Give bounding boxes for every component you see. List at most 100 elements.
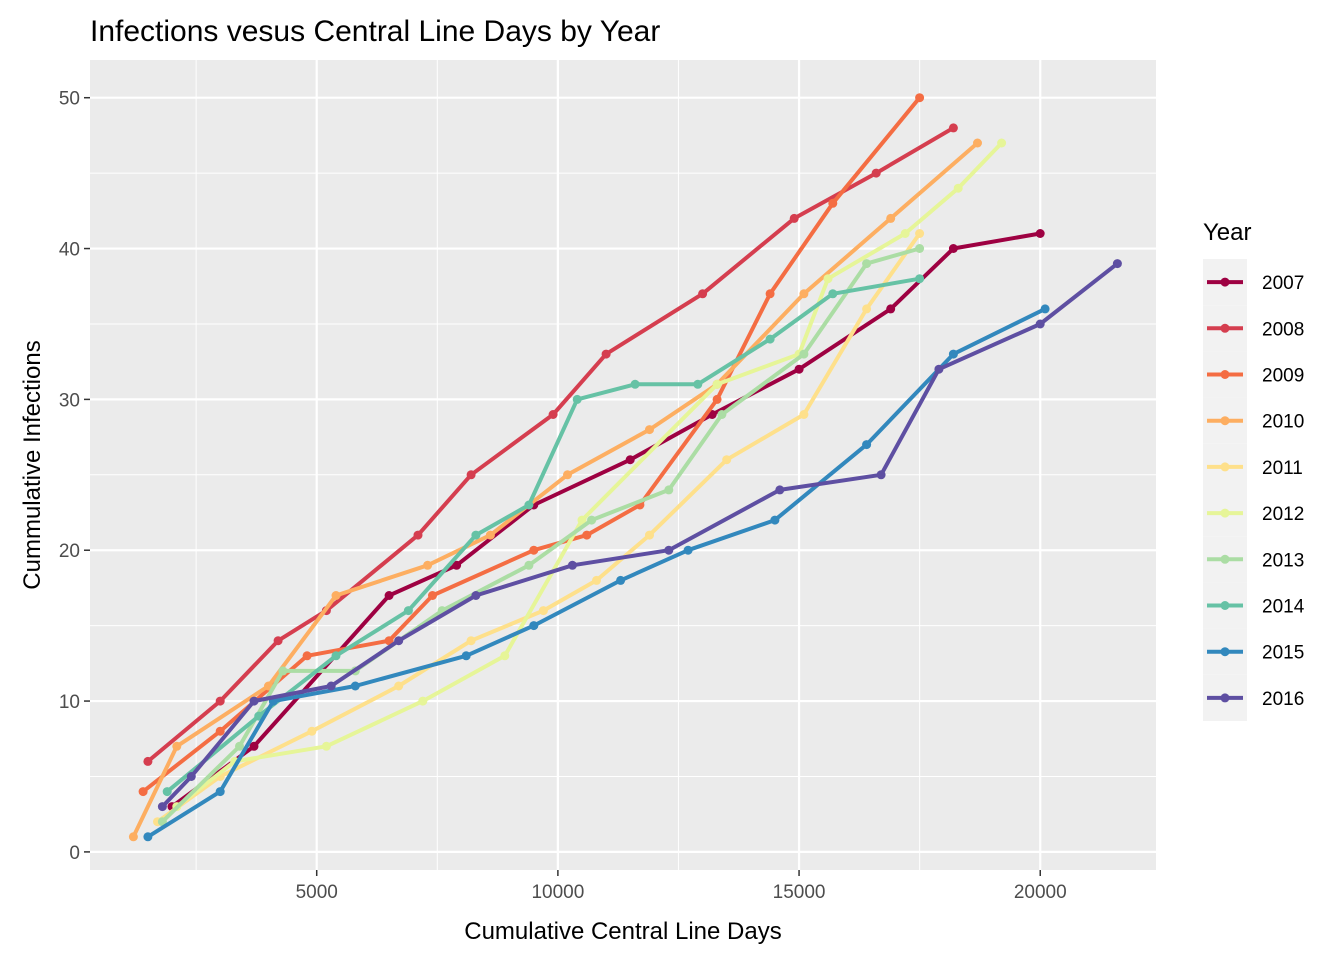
legend-item-2013: 2013 xyxy=(1203,536,1304,583)
series-2014 xyxy=(162,274,925,797)
legend-key-point xyxy=(1220,554,1230,564)
legend-label: 2014 xyxy=(1262,597,1305,618)
series-2012 xyxy=(172,138,1007,812)
data-point-2008 xyxy=(601,349,611,359)
legend-key-point xyxy=(1220,416,1230,426)
data-point-2012 xyxy=(823,274,833,284)
data-point-2015 xyxy=(683,545,693,555)
legend-item-2010: 2010 xyxy=(1203,397,1304,444)
data-point-2008 xyxy=(789,213,799,223)
data-point-2015 xyxy=(1040,304,1050,314)
data-point-2016 xyxy=(157,802,167,812)
data-point-2011 xyxy=(307,726,317,736)
data-point-2014 xyxy=(471,530,481,540)
legend-label: 2015 xyxy=(1262,643,1304,664)
data-point-2009 xyxy=(384,636,394,646)
data-point-2012 xyxy=(577,515,587,525)
x-tick-label: 10000 xyxy=(531,882,584,903)
data-point-2011 xyxy=(645,530,654,540)
data-point-2015 xyxy=(770,515,780,525)
data-point-2008 xyxy=(143,756,153,766)
data-point-2009 xyxy=(529,545,539,555)
data-point-2008 xyxy=(466,470,476,480)
data-point-2010 xyxy=(423,560,433,570)
data-point-2012 xyxy=(900,229,910,238)
data-point-2014 xyxy=(162,787,172,797)
legend-key-point xyxy=(1220,601,1230,610)
legend-item-2011: 2011 xyxy=(1203,443,1303,490)
data-point-2016 xyxy=(1112,259,1122,269)
x-axis-title: Cumulative Central Line Days xyxy=(464,918,781,945)
data-point-2009 xyxy=(428,591,437,600)
data-point-2009 xyxy=(215,726,225,736)
data-point-2008 xyxy=(273,636,283,646)
legend-item-2016: 2016 xyxy=(1203,674,1304,721)
data-point-2010 xyxy=(331,591,341,600)
data-point-2012 xyxy=(321,741,331,751)
data-point-2008 xyxy=(871,168,881,178)
data-point-2009 xyxy=(765,289,775,299)
series-line-2008 xyxy=(146,126,955,763)
data-point-2008 xyxy=(548,410,558,419)
legend-key-point xyxy=(1220,462,1230,472)
legend-label: 2016 xyxy=(1262,689,1304,710)
data-point-2011 xyxy=(862,304,872,314)
data-point-2014 xyxy=(915,274,925,284)
data-point-2014 xyxy=(403,606,413,616)
data-point-2016 xyxy=(186,772,196,781)
legend-item-2009: 2009 xyxy=(1203,351,1304,398)
data-point-2009 xyxy=(138,787,148,797)
data-point-2016 xyxy=(471,591,481,600)
data-point-2016 xyxy=(664,545,674,555)
legend-item-2008: 2008 xyxy=(1203,305,1304,352)
legend-item-2014: 2014 xyxy=(1203,582,1305,629)
data-point-2015 xyxy=(215,787,225,797)
data-point-2013 xyxy=(862,259,872,269)
chart-title: Infections vesus Central Line Days by Ye… xyxy=(90,15,660,48)
data-point-2010 xyxy=(973,138,982,148)
data-point-2011 xyxy=(722,455,732,465)
x-tick-label: 15000 xyxy=(773,882,826,903)
legend-label: 2007 xyxy=(1262,273,1304,294)
legend-key-point xyxy=(1220,508,1230,518)
data-point-2013 xyxy=(587,515,597,525)
x-axis-ticks: 5000 10000 15000 20000 xyxy=(296,870,1067,903)
legend-label: 2013 xyxy=(1262,550,1304,571)
series-2016 xyxy=(157,259,1122,812)
data-point-2008 xyxy=(948,123,958,133)
data-point-2013 xyxy=(664,485,674,495)
data-point-2010 xyxy=(128,832,138,842)
data-point-2012 xyxy=(997,138,1007,148)
y-tick-label: 0 xyxy=(69,843,80,864)
legend-key-point xyxy=(1220,647,1230,657)
data-point-2016 xyxy=(775,485,785,495)
y-tick-label: 10 xyxy=(59,692,80,713)
series-layer xyxy=(128,93,1122,842)
data-point-2007 xyxy=(794,364,804,374)
data-point-2009 xyxy=(915,93,925,103)
data-point-2015 xyxy=(616,575,626,585)
data-point-2010 xyxy=(172,741,182,751)
series-2011 xyxy=(153,229,925,827)
data-point-2015 xyxy=(461,651,471,661)
data-point-2015 xyxy=(862,440,872,450)
data-point-2016 xyxy=(567,560,577,570)
data-point-2012 xyxy=(712,379,722,389)
data-point-2013 xyxy=(235,741,244,751)
data-point-2013 xyxy=(278,666,288,676)
data-point-2008 xyxy=(698,289,708,299)
series-line-2012 xyxy=(175,141,1004,809)
data-point-2016 xyxy=(326,681,336,691)
data-point-2013 xyxy=(157,817,167,827)
data-point-2009 xyxy=(712,394,722,404)
data-point-2010 xyxy=(799,289,809,299)
data-point-2007 xyxy=(886,304,896,314)
data-point-2016 xyxy=(1035,319,1045,329)
data-point-2010 xyxy=(645,425,654,435)
legend-key-point xyxy=(1220,370,1230,379)
data-point-2011 xyxy=(592,575,601,585)
data-point-2007 xyxy=(625,455,635,465)
data-point-2015 xyxy=(350,681,360,691)
data-point-2009 xyxy=(828,198,838,208)
